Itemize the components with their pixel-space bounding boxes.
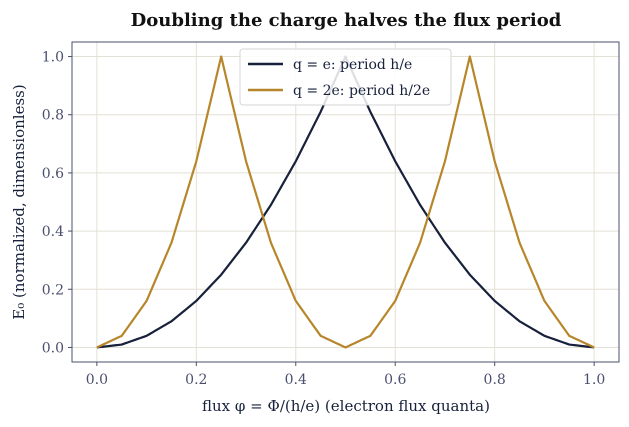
plot-frame <box>71 41 620 363</box>
x-tick-label: 0.0 <box>86 372 108 388</box>
x-tick-label: 1.0 <box>583 372 605 388</box>
x-tick-label: 0.8 <box>484 372 506 388</box>
series-line-q-2e-period-h-2e <box>96 55 595 349</box>
y-tick-label: 0.2 <box>42 282 64 298</box>
legend-box <box>239 48 452 106</box>
x-axis-label: flux φ = Φ/(h/e) (electron flux quanta) <box>202 397 490 415</box>
x-tick-label: 0.2 <box>185 372 207 388</box>
legend: q = e: period h/e q = 2e: period h/2e <box>239 48 452 106</box>
legend-label-q-e: q = e: period h/e <box>293 57 412 73</box>
y-tick-label: 1.0 <box>42 50 64 66</box>
y-axis-label: E₀ (normalized, dimensionless) <box>10 84 28 319</box>
y-tick-label: 0.6 <box>42 166 64 182</box>
legend-label-q-2e: q = 2e: period h/2e <box>293 83 430 99</box>
x-tick-label: 0.6 <box>384 372 406 388</box>
y-tick-label: 0.4 <box>42 224 64 240</box>
y-tick-label: 0.8 <box>42 108 64 124</box>
y-axis-ticks: 0.0 0.2 0.4 0.6 0.8 1.0 <box>42 50 72 356</box>
x-tick-label: 0.4 <box>285 372 307 388</box>
chart-title: Doubling the charge halves the flux peri… <box>131 10 562 31</box>
x-axis-ticks: 0.0 0.2 0.4 0.6 0.8 1.0 <box>86 362 605 388</box>
y-tick-label: 0.0 <box>42 340 64 356</box>
